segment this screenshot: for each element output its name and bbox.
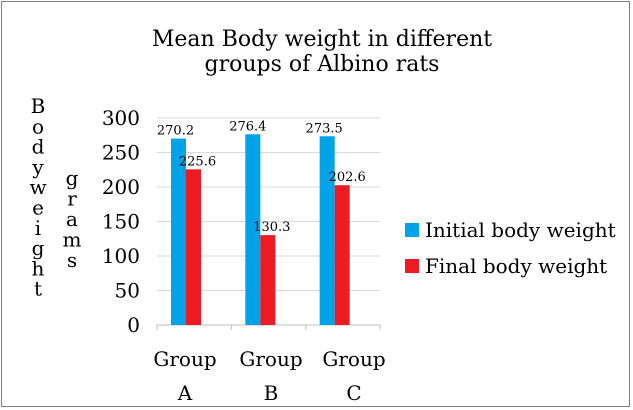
bar-final	[186, 169, 201, 325]
category-label: Group	[322, 347, 385, 371]
bar-final	[260, 235, 276, 325]
legend: Initial body weight Final body weight	[405, 218, 616, 278]
y-tick-label: 0	[127, 313, 140, 337]
y-axis-label-letter: g	[32, 236, 45, 260]
legend-label: Initial body weight	[425, 218, 616, 242]
y-axis-label-letter: i	[35, 216, 41, 240]
y-axis-label-letter: t	[34, 277, 42, 301]
y-tick-label: 50	[115, 279, 140, 303]
y-axis-label-letter: y	[31, 155, 44, 179]
y-tick-label: 200	[102, 175, 140, 199]
category-label: Group	[153, 347, 216, 371]
legend-swatch-final	[405, 259, 419, 273]
data-labels: 270.2 276.4 273.5 225.6 130.3 202.6	[157, 119, 366, 235]
legend-label: Final body weight	[425, 254, 607, 278]
y-axis-label-letter: B	[31, 94, 46, 118]
y-axis-label-letter: g	[66, 166, 79, 190]
chart-title-line-2: groups of Albino rats	[205, 52, 440, 77]
data-label: 273.5	[306, 121, 343, 136]
data-label: 202.6	[329, 170, 366, 185]
y-tick-label: 250	[102, 141, 140, 165]
y-axis-label-letter: r	[67, 187, 77, 211]
y-tick-label: 150	[102, 210, 140, 234]
category-label: B	[264, 381, 279, 405]
y-axis-label-letter: d	[32, 135, 45, 159]
x-axis-categories: Group A Group B Group C	[153, 347, 385, 405]
bar-final	[334, 185, 350, 325]
y-axis-label-letter: s	[67, 248, 77, 272]
y-axis-label-letter: o	[32, 114, 44, 138]
chart-title-line-1: Mean Body weight in different	[152, 27, 492, 52]
category-label: Group	[239, 347, 302, 371]
legend-swatch-initial	[405, 223, 419, 237]
data-label: 276.4	[229, 119, 266, 134]
y-axis-label-letter: e	[32, 196, 44, 220]
y-tick-label: 100	[102, 244, 140, 268]
y-axis-label-letter: h	[32, 256, 45, 280]
category-label: C	[346, 381, 361, 405]
bar-initial	[171, 138, 186, 325]
data-label: 270.2	[157, 124, 194, 139]
y-axis-label-letter: m	[63, 228, 82, 252]
bar-initial	[319, 136, 335, 325]
data-label: 130.3	[253, 220, 290, 235]
category-label: A	[177, 381, 193, 405]
data-label: 225.6	[179, 154, 216, 169]
y-axis-ticks: 0 50 100 150 200 250 300	[102, 106, 140, 337]
y-axis-label-letter: w	[29, 175, 46, 199]
chart-title: Mean Body weight in different groups of …	[152, 27, 492, 77]
bar-initial	[245, 134, 261, 325]
y-tick-label: 300	[102, 106, 140, 130]
y-axis-label-letter: a	[66, 207, 78, 231]
bars	[171, 134, 350, 325]
